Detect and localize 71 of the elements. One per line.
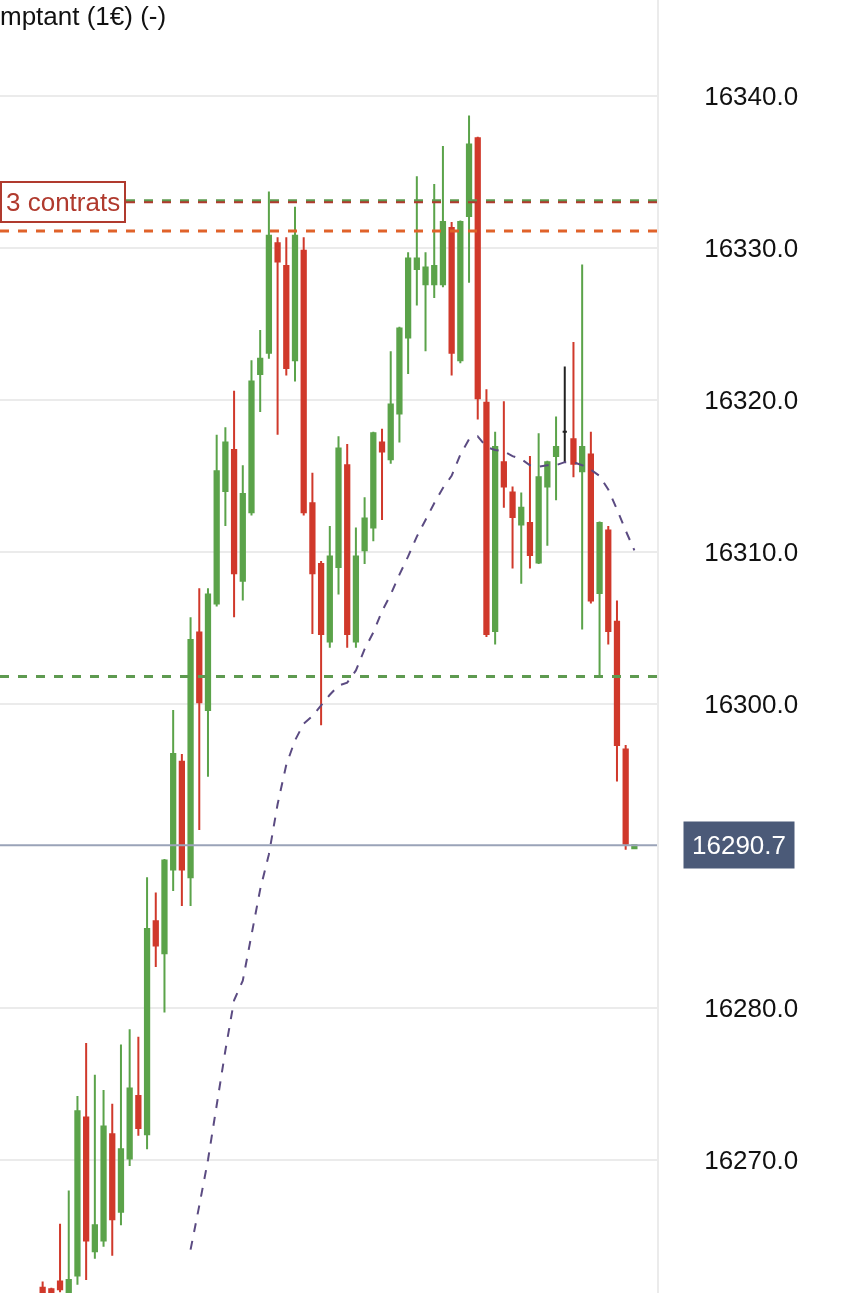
candlestick bbox=[65, 1189, 72, 1293]
candlestick bbox=[370, 430, 377, 543]
candlestick bbox=[230, 389, 238, 619]
ref-line-label: 16290.7 bbox=[692, 830, 786, 860]
candlestick bbox=[335, 435, 342, 596]
candlestick bbox=[509, 485, 516, 570]
chart-title: mptant (1€) (-) bbox=[0, 0, 167, 31]
candlestick bbox=[422, 251, 429, 353]
candlestick bbox=[91, 1073, 98, 1260]
candlestick bbox=[561, 365, 568, 464]
candlestick bbox=[518, 491, 525, 585]
candlestick bbox=[474, 135, 481, 421]
candlestick bbox=[352, 526, 360, 649]
candlestick bbox=[213, 433, 220, 608]
candlestick bbox=[56, 1222, 64, 1293]
candlestick bbox=[544, 459, 551, 547]
candlestick bbox=[100, 1089, 107, 1248]
y-tick-label: 16330.0 bbox=[704, 232, 799, 263]
candlestick bbox=[117, 1043, 125, 1227]
candlestick bbox=[109, 1102, 116, 1257]
candlestick bbox=[483, 388, 490, 638]
candlestick bbox=[396, 325, 403, 444]
y-tick-label: 16280.0 bbox=[704, 993, 799, 1024]
candlestick bbox=[300, 236, 307, 517]
candlestick bbox=[535, 432, 542, 566]
candlestick bbox=[222, 426, 229, 528]
candlestick bbox=[239, 464, 246, 602]
y-tick-label: 16300.0 bbox=[704, 688, 799, 719]
candlestick bbox=[613, 599, 621, 783]
candlestick bbox=[74, 1095, 81, 1286]
candlestick bbox=[448, 220, 455, 377]
candlestick bbox=[387, 350, 394, 465]
candlestick bbox=[309, 471, 316, 635]
candlestick bbox=[161, 857, 168, 1014]
candlestick bbox=[317, 559, 325, 727]
candlestick bbox=[587, 430, 594, 605]
y-tick-label: 16340.0 bbox=[704, 80, 799, 111]
candlestick bbox=[143, 876, 151, 1151]
candlestick bbox=[135, 1035, 142, 1137]
candlestick bbox=[283, 236, 290, 377]
candlestick bbox=[291, 205, 299, 383]
candlestick bbox=[344, 442, 351, 649]
candlestick bbox=[196, 587, 203, 832]
candlestick bbox=[326, 525, 333, 649]
y-tick-label: 16310.0 bbox=[704, 536, 799, 567]
y-tick-label: 16270.0 bbox=[704, 1145, 799, 1176]
candlestick bbox=[526, 455, 534, 570]
candlestick bbox=[552, 415, 560, 502]
candlestick bbox=[126, 1028, 133, 1168]
candlestick bbox=[361, 496, 368, 566]
line-series bbox=[189, 435, 636, 1251]
candlestick bbox=[605, 525, 612, 646]
candlestick bbox=[257, 328, 264, 413]
ref-line-label: 3 contrats bbox=[6, 187, 121, 217]
candlestick bbox=[378, 427, 386, 521]
candlestick bbox=[39, 1280, 46, 1293]
candlestick bbox=[178, 753, 185, 908]
candlestick bbox=[274, 236, 281, 436]
candlestick bbox=[500, 400, 507, 509]
candlestick bbox=[248, 359, 255, 517]
candlestick bbox=[48, 1286, 55, 1293]
candlestick bbox=[152, 891, 159, 968]
candlestick bbox=[457, 219, 464, 365]
y-tick-label: 16320.0 bbox=[704, 384, 799, 415]
candlestick bbox=[83, 1041, 90, 1282]
candlestick bbox=[404, 251, 412, 375]
candlestick bbox=[170, 708, 177, 892]
candlestick bbox=[570, 341, 577, 479]
candlestick bbox=[622, 743, 629, 851]
candlestick bbox=[492, 430, 499, 646]
candlestick bbox=[579, 263, 586, 631]
